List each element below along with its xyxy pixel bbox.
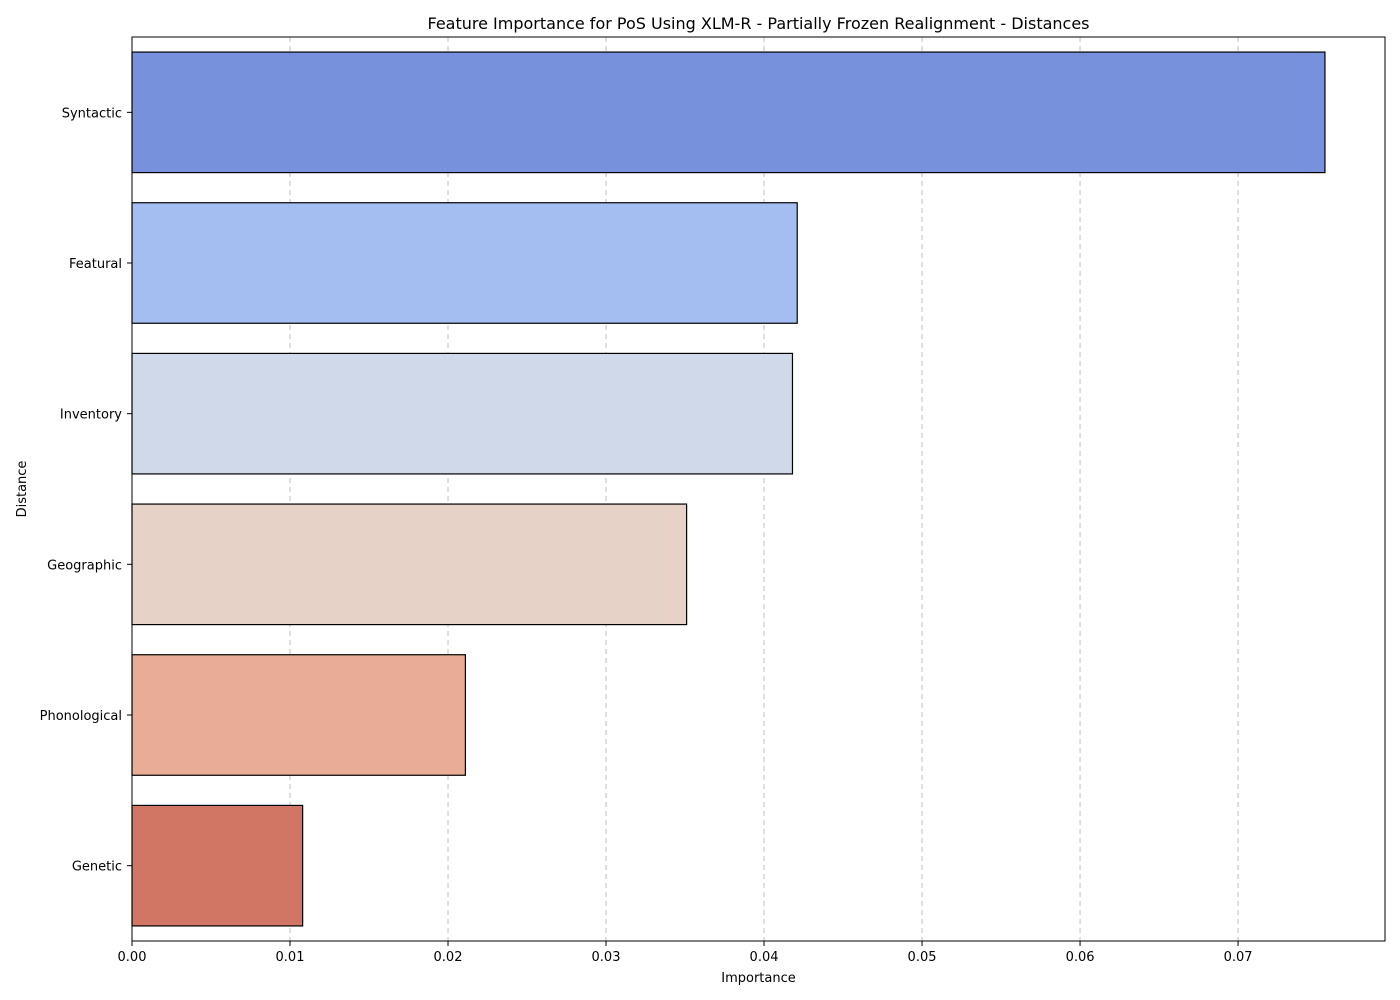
bar-phonological bbox=[131, 654, 466, 776]
chart-title: Feature Importance for PoS Using XLM-R -… bbox=[427, 14, 1089, 33]
y-tick-label: Genetic bbox=[72, 860, 122, 875]
y-axis-ticks: Syntactic Featural Inventory Geographic Phon… bbox=[40, 106, 132, 875]
y-tick-label: Inventory bbox=[60, 408, 122, 423]
bars bbox=[131, 51, 1326, 927]
bar-syntactic bbox=[131, 51, 1326, 174]
x-tick-label: 0.06 bbox=[1066, 950, 1095, 965]
bar-geographic bbox=[131, 503, 688, 626]
x-tick-label: 0.03 bbox=[592, 950, 621, 965]
y-tick-label: Geographic bbox=[47, 558, 122, 573]
x-tick-label: 0.00 bbox=[118, 950, 147, 965]
bar-featural bbox=[131, 202, 798, 324]
y-tick-label: Phonological bbox=[40, 709, 122, 724]
x-axis-title: Importance bbox=[721, 971, 796, 986]
bar-inventory bbox=[131, 352, 794, 475]
y-tick-label: Featural bbox=[69, 257, 122, 272]
x-tick-label: 0.02 bbox=[434, 950, 463, 965]
y-axis-title: Distance bbox=[15, 461, 30, 518]
x-tick-label: 0.07 bbox=[1224, 950, 1253, 965]
y-tick-label: Syntactic bbox=[62, 106, 122, 121]
bar-genetic bbox=[131, 804, 304, 927]
x-tick-label: 0.05 bbox=[908, 950, 937, 965]
x-tick-label: 0.04 bbox=[750, 950, 779, 965]
plot-frame bbox=[131, 36, 1386, 942]
x-tick-label: 0.01 bbox=[276, 950, 305, 965]
x-axis-ticks: 0.00 0.01 0.02 0.03 0.04 0.05 0.06 0.07 bbox=[118, 941, 1253, 965]
gridlines bbox=[289, 37, 1239, 941]
